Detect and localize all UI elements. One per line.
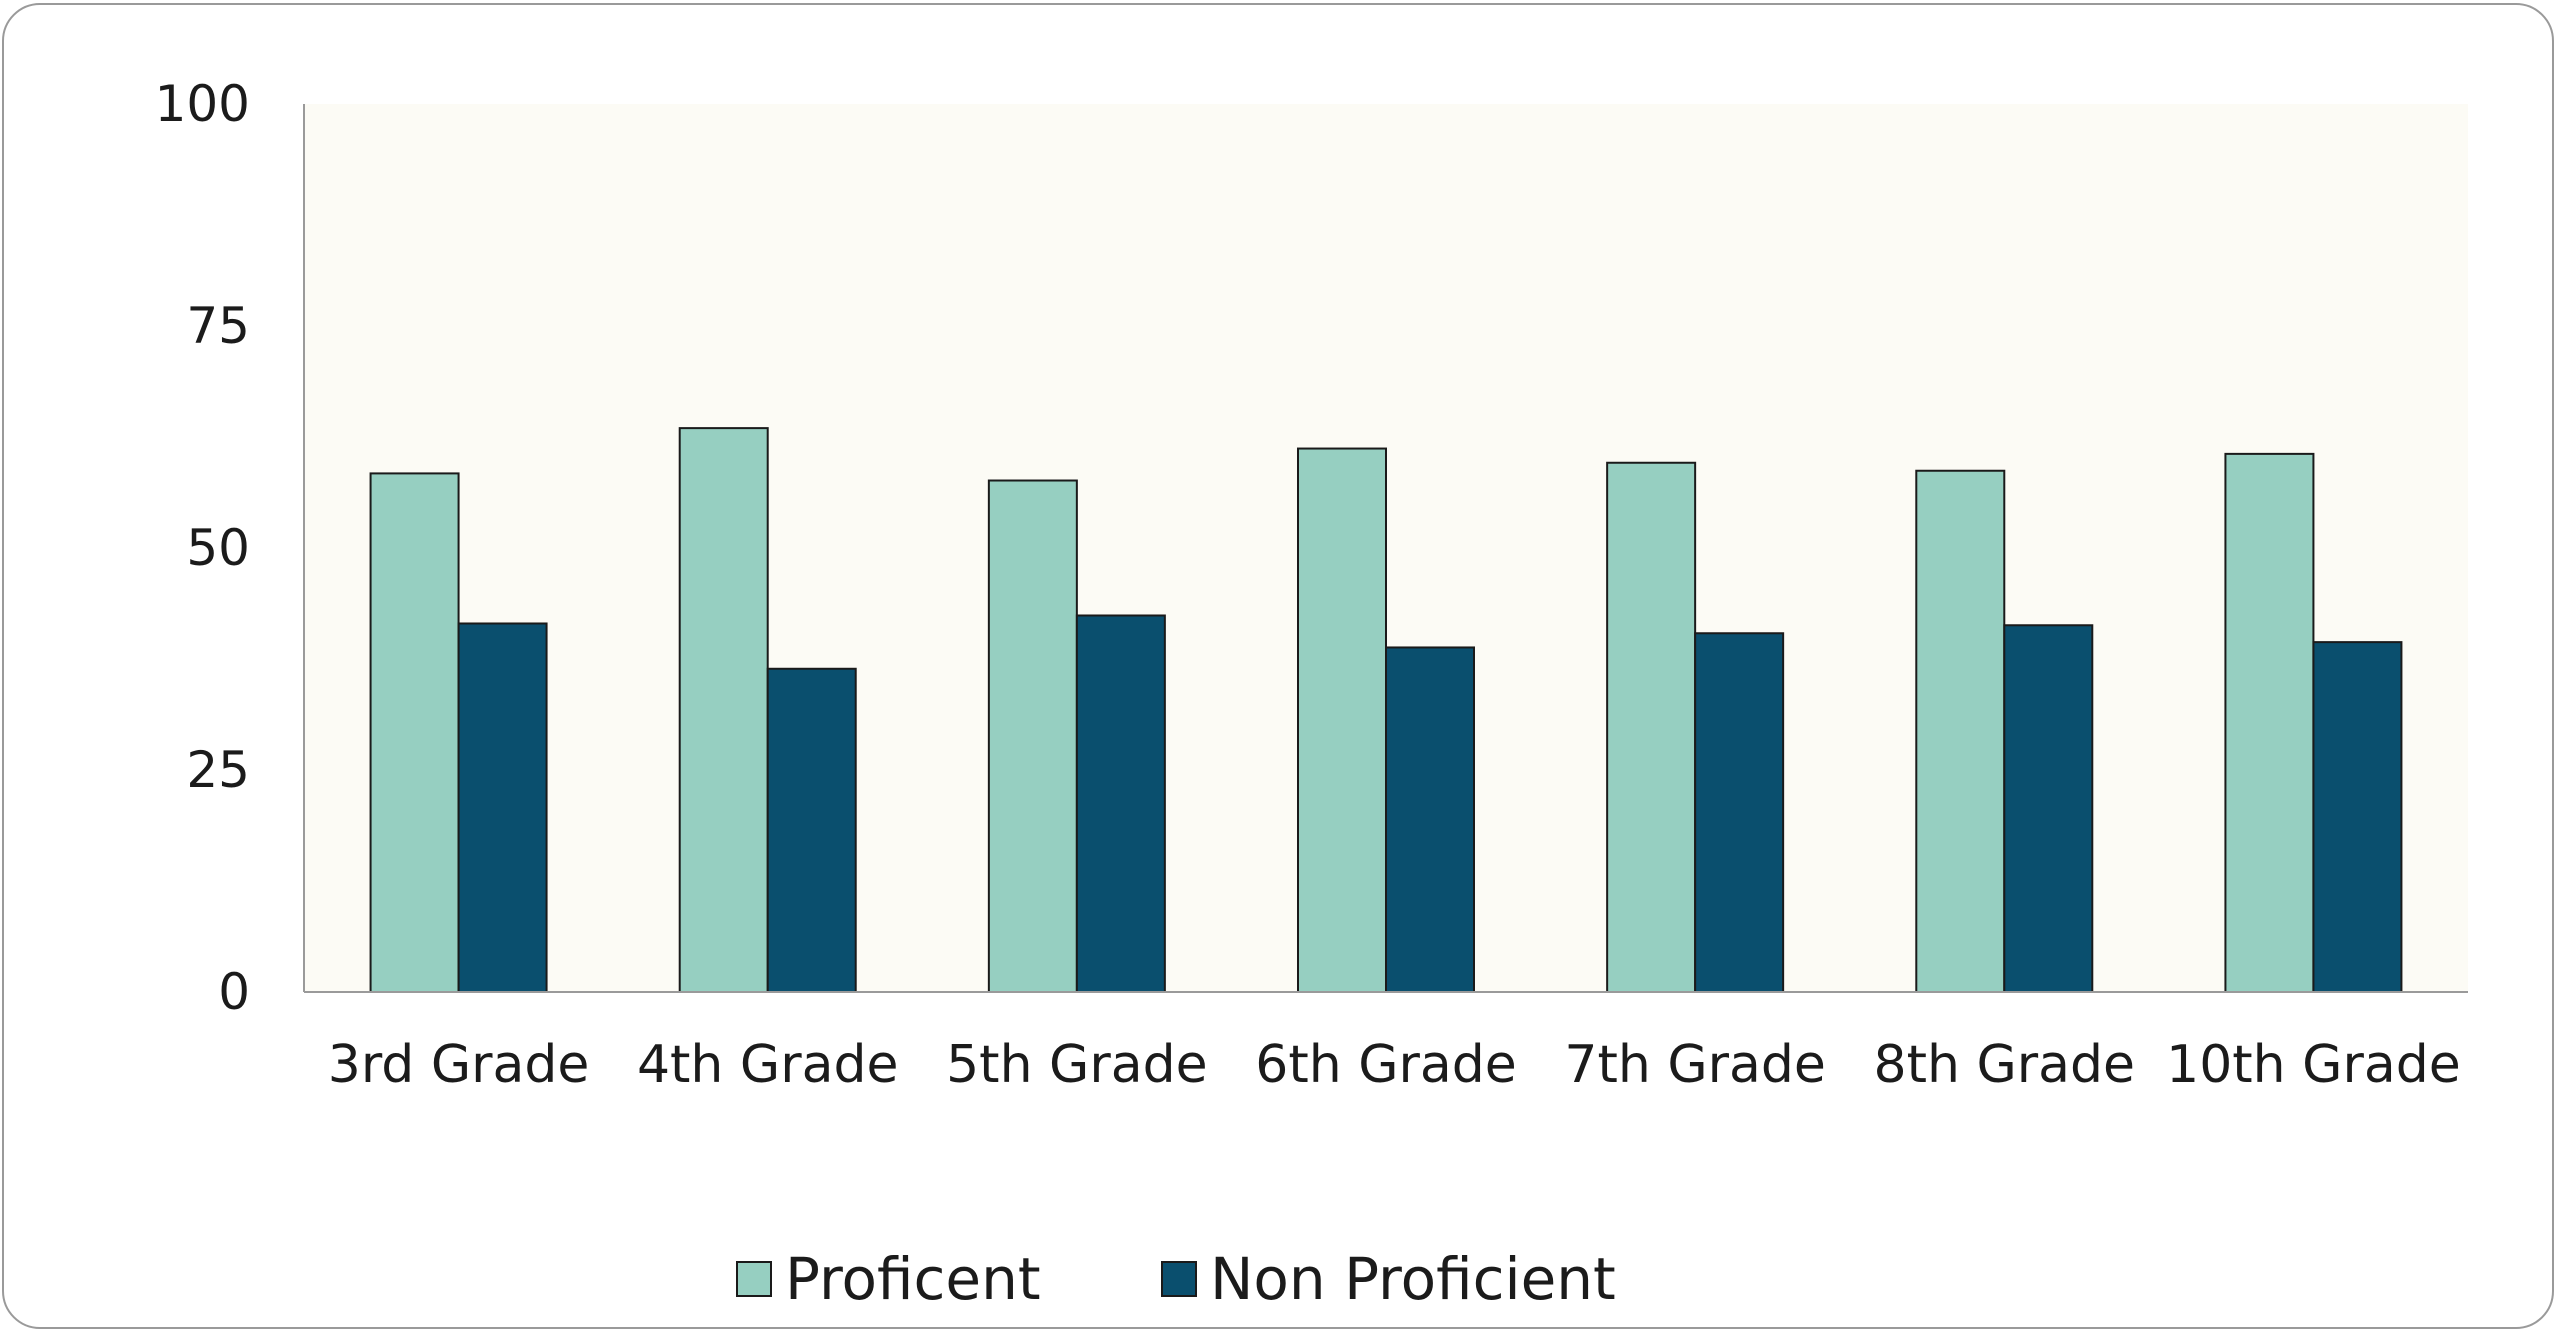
bar-proficient <box>369 472 460 993</box>
x-tick-label: 8th Grade <box>1874 1035 2136 1095</box>
x-tick-label: 4th Grade <box>637 1035 899 1095</box>
y-tick-label: 100 <box>155 75 250 133</box>
legend: Proficent Non Proficient <box>736 1245 1616 1313</box>
x-tick-labels: 3rd Grade 4th Grade 5th Grade 6th Grade 7th … <box>328 1035 2461 1095</box>
bar-proficient <box>1297 447 1387 993</box>
legend-label-proficient: Proficent <box>785 1245 1041 1313</box>
x-tick-label: 3rd Grade <box>328 1035 590 1095</box>
bar-proficient <box>678 427 769 993</box>
bar-proficient <box>2224 452 2315 993</box>
bar-non-proficient <box>2003 624 2094 993</box>
legend-swatch-proficient <box>736 1261 772 1297</box>
legend-label-non-proficient: Non Proficient <box>1210 1245 1616 1313</box>
bar-proficient <box>1606 461 1697 993</box>
y-tick-label: 75 <box>186 297 250 355</box>
x-tick-label: 5th Grade <box>946 1035 1208 1095</box>
y-tick-labels: 0 25 50 75 100 <box>155 75 250 1021</box>
bar-non-proficient <box>457 622 548 993</box>
bar-non-proficient <box>1694 632 1785 993</box>
y-tick-label: 50 <box>186 519 250 577</box>
x-tick-label: 6th Grade <box>1255 1035 1517 1095</box>
bar-proficient <box>1915 469 2006 993</box>
bar-non-proficient <box>2312 641 2403 993</box>
bar-non-proficient <box>1385 646 1475 993</box>
bar-non-proficient <box>766 667 857 993</box>
bar-non-proficient <box>1075 614 1166 993</box>
x-tick-label: 10th Grade <box>2166 1035 2461 1095</box>
y-tick-label: 0 <box>218 963 250 1021</box>
x-tick-label: 7th Grade <box>1564 1035 1826 1095</box>
bar-proficient <box>987 479 1078 993</box>
y-tick-label: 25 <box>186 741 250 799</box>
legend-swatch-non-proficient <box>1161 1261 1197 1297</box>
bars-group <box>369 427 2403 993</box>
